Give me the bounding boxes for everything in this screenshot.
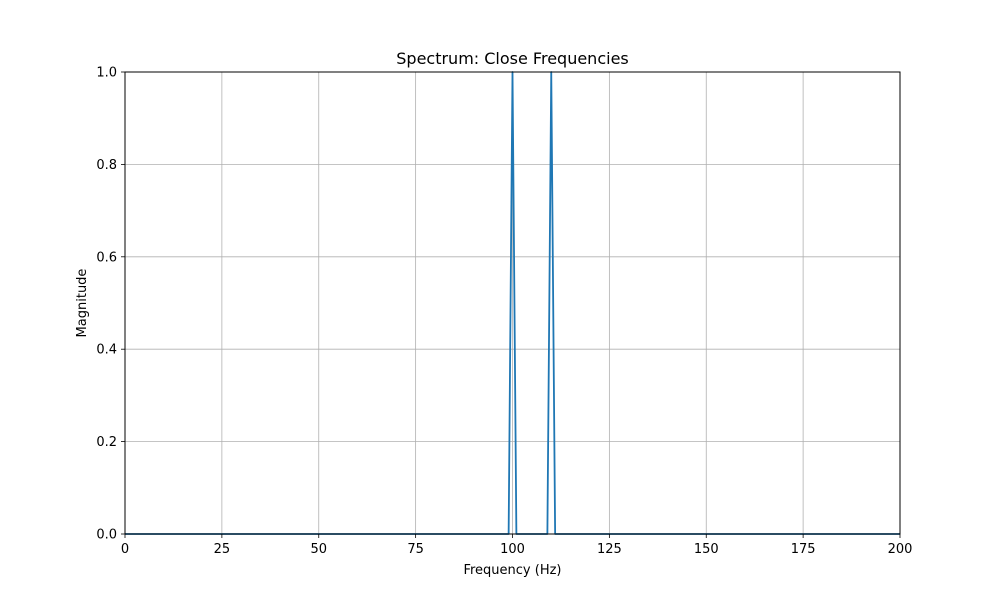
x-tick-label: 0 — [121, 542, 129, 557]
y-axis-label: Magnitude — [75, 269, 90, 338]
x-tick-label: 125 — [597, 542, 622, 557]
x-tick-label: 50 — [310, 542, 327, 557]
x-tick-label: 75 — [407, 542, 424, 557]
y-tick-label: 0.6 — [96, 250, 117, 265]
x-tick-label: 25 — [214, 542, 231, 557]
ticks: 0 25 50 75 100 125 150 175 200 0.0 0.2 0.4 0.6 0.8 1.0 — [96, 66, 912, 558]
y-tick-label: 0.8 — [96, 158, 117, 173]
x-tick-label: 150 — [694, 542, 719, 557]
x-tick-label: 175 — [791, 542, 816, 557]
y-tick-label: 1.0 — [96, 66, 117, 81]
x-tick-label: 200 — [888, 542, 913, 557]
x-axis-label: Frequency (Hz) — [463, 563, 561, 578]
y-tick-label: 0.0 — [96, 528, 117, 543]
y-tick-label: 0.2 — [96, 435, 117, 450]
chart-title: Spectrum: Close Frequencies — [396, 49, 629, 68]
x-tick-label: 100 — [500, 542, 525, 557]
y-tick-label: 0.4 — [96, 343, 117, 358]
